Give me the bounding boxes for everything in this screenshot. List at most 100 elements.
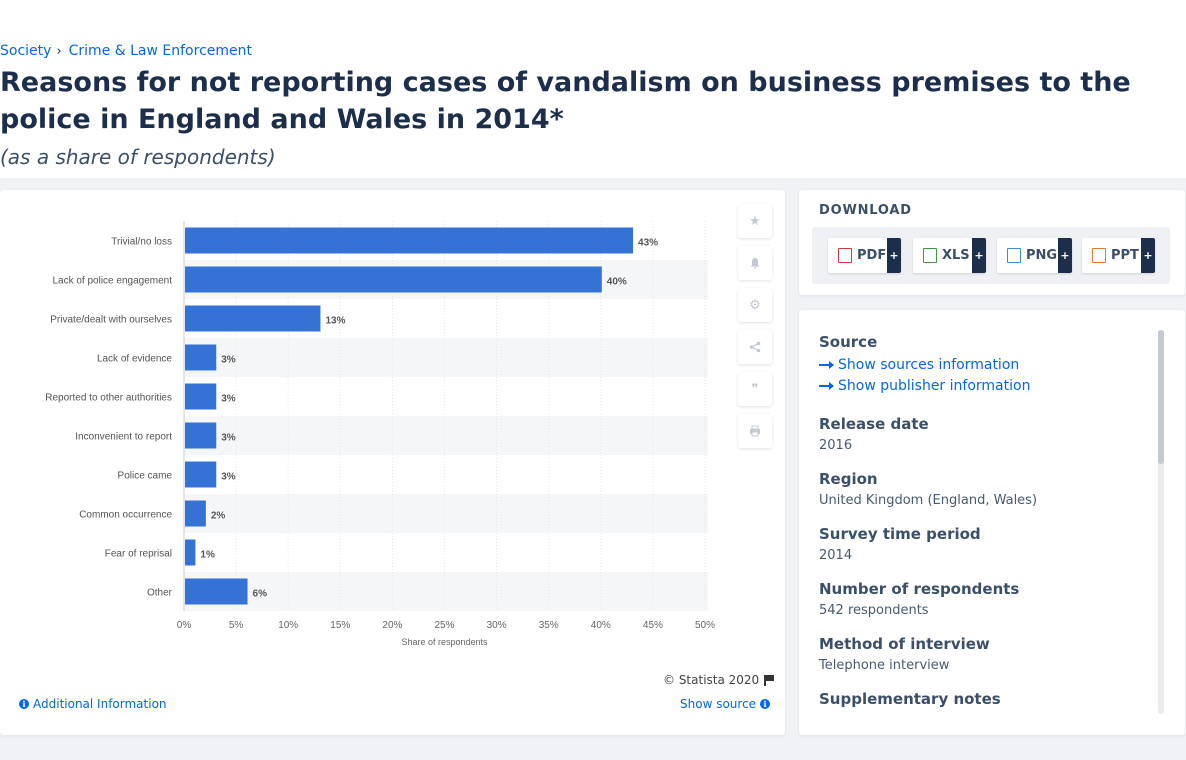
bar: [185, 266, 602, 293]
breadcrumb-item-crime[interactable]: Crime & Law Enforcement: [68, 43, 252, 59]
data-label: 43%: [638, 238, 658, 249]
x-tick-label: 5%: [229, 620, 244, 631]
category-label: Lack of police engagement: [52, 276, 172, 287]
source-section: Source Show sources information Show pub…: [819, 333, 1030, 394]
show-sources-label: Show sources information: [838, 357, 1020, 373]
gear-icon[interactable]: ⚙: [738, 288, 772, 322]
category-label: Private/dealt with ourselves: [50, 315, 172, 326]
data-label: 3%: [221, 394, 236, 405]
download-ppt-button[interactable]: PPT +: [1082, 238, 1155, 273]
download-png-button[interactable]: PNG +: [997, 238, 1072, 273]
category-label: Common occurrence: [79, 510, 172, 521]
star-icon[interactable]: ★: [738, 204, 772, 238]
plus-icon[interactable]: +: [972, 238, 986, 273]
row-band: [184, 416, 708, 455]
bar: [185, 227, 634, 254]
download-pdf-button[interactable]: PDF +: [828, 238, 901, 273]
release-date-label: Release date: [819, 415, 929, 433]
bar: [185, 578, 248, 605]
png-file-icon: [1007, 248, 1021, 263]
pdf-file-icon: [838, 248, 852, 263]
chart-card: Trivial/no loss 43% Lack of police engagem…: [0, 190, 785, 735]
share-icon[interactable]: [738, 330, 772, 364]
data-label: 1%: [200, 550, 215, 561]
flag-icon[interactable]: [764, 674, 774, 686]
x-tick-label: 35%: [539, 620, 559, 631]
print-icon[interactable]: [738, 414, 772, 448]
page-subtitle: (as a share of respondents): [0, 145, 276, 169]
method-section: Method of interview Telephone interview: [819, 635, 990, 673]
copyright: © Statista 2020: [663, 673, 774, 687]
download-title: DOWNLOAD: [819, 203, 912, 218]
bar: [185, 539, 196, 566]
source-card: Source Show sources information Show pub…: [799, 310, 1185, 735]
category-label: Reported to other authorities: [45, 393, 172, 404]
bar: [185, 422, 217, 449]
row-band: [184, 572, 708, 611]
bar-chart: Trivial/no loss 43% Lack of police engagem…: [45, 221, 715, 647]
region-label: Region: [819, 470, 878, 488]
chart-toolbar: ★ ⚙ ❞: [738, 204, 772, 456]
category-label: Trivial/no loss: [111, 237, 172, 248]
additional-information-link[interactable]: i Additional Information: [19, 697, 167, 711]
show-publisher-label: Show publisher information: [838, 378, 1031, 394]
x-tick-label: 15%: [330, 620, 350, 631]
row-band: [184, 494, 708, 533]
show-source-link[interactable]: Show source i: [680, 697, 771, 711]
respondents-section: Number of respondents 542 respondents: [819, 580, 1019, 618]
arrow-right-icon: [819, 382, 834, 390]
bar: [185, 344, 217, 371]
release-date-value: 2016: [819, 438, 853, 453]
breadcrumb-item-society[interactable]: Society: [0, 43, 52, 59]
download-png-label: PNG: [1026, 248, 1058, 263]
additional-information-label: Additional Information: [33, 697, 167, 711]
data-label: 6%: [253, 589, 268, 600]
category-label: Police came: [118, 471, 173, 482]
category-label: Lack of evidence: [97, 354, 172, 365]
info-icon: i: [760, 699, 771, 709]
bar: [185, 383, 217, 410]
download-ppt-label: PPT: [1111, 248, 1139, 263]
x-axis-label: Share of respondents: [401, 637, 488, 647]
bell-icon[interactable]: [738, 246, 772, 280]
data-label: 3%: [221, 355, 236, 366]
data-label: 2%: [211, 511, 226, 522]
survey-period-label: Survey time period: [819, 525, 981, 543]
source-heading: Source: [819, 333, 878, 351]
show-source-label: Show source: [680, 697, 757, 711]
x-tick-label: 40%: [591, 620, 611, 631]
data-label: 3%: [221, 472, 236, 483]
region-section: Region United Kingdom (England, Wales): [819, 470, 1037, 508]
x-tick-label: 45%: [643, 620, 663, 631]
download-card: DOWNLOAD PDF + XLS + PNG + PPT +: [799, 190, 1185, 295]
bar: [185, 305, 321, 332]
x-tick-label: 10%: [278, 620, 298, 631]
row-band: [184, 338, 708, 377]
ppt-file-icon: [1092, 248, 1106, 263]
download-xls-button[interactable]: XLS +: [913, 238, 986, 273]
respondents-label: Number of respondents: [819, 580, 1020, 598]
category-label: Inconvenient to report: [75, 432, 172, 443]
respondents-value: 542 respondents: [819, 603, 929, 618]
page-title: Reasons for not reporting cases of vanda…: [0, 67, 1131, 135]
scrollbar[interactable]: [1158, 330, 1164, 714]
x-tick-label: 25%: [434, 620, 454, 631]
x-tick-label: 20%: [382, 620, 402, 631]
quote-icon[interactable]: ❞: [738, 372, 772, 406]
arrow-right-icon: [819, 361, 834, 369]
data-label: 3%: [221, 433, 236, 444]
release-date-section: Release date 2016: [819, 415, 929, 453]
show-sources-link[interactable]: Show sources information: [819, 357, 1030, 373]
download-buttons: PDF + XLS + PNG + PPT +: [812, 227, 1170, 284]
show-publisher-link[interactable]: Show publisher information: [819, 378, 1030, 394]
scrollbar-thumb[interactable]: [1158, 330, 1164, 464]
x-tick-label: 50%: [695, 620, 715, 631]
plus-icon[interactable]: +: [1141, 238, 1155, 273]
method-value: Telephone interview: [819, 658, 950, 673]
info-icon: i: [19, 699, 29, 709]
region-value: United Kingdom (England, Wales): [819, 493, 1038, 508]
plus-icon[interactable]: +: [1058, 238, 1072, 273]
plus-icon[interactable]: +: [887, 238, 901, 273]
bar: [185, 500, 206, 527]
x-tick-label: 0%: [177, 620, 192, 631]
